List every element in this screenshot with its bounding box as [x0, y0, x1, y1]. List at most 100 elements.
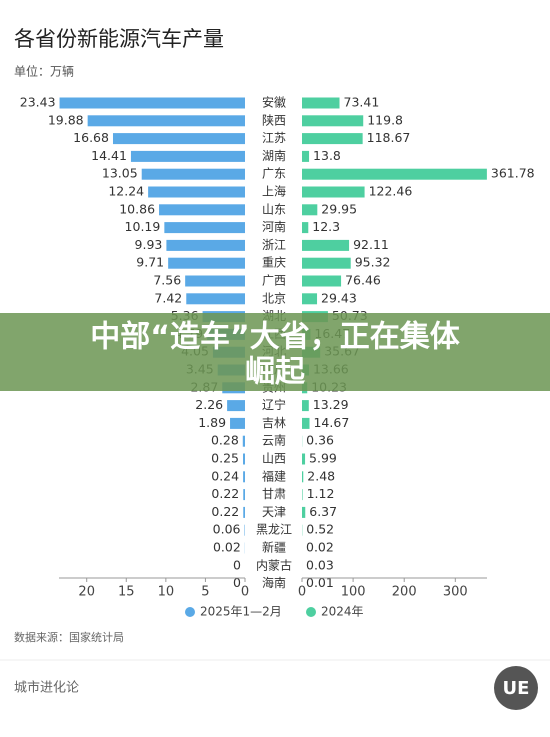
bar [227, 400, 245, 411]
value-label: 122.46 [369, 184, 413, 199]
value-label: 10.86 [119, 201, 155, 216]
bar [302, 222, 308, 233]
value-label: 0.36 [306, 433, 334, 448]
value-label: 2.26 [195, 397, 223, 412]
value-label: 1.89 [198, 415, 226, 430]
value-label: 0.01 [306, 575, 334, 590]
value-label: 13.8 [313, 148, 341, 163]
category-label: 吉林 [262, 416, 286, 430]
bar [302, 258, 351, 269]
bar [113, 133, 245, 144]
bar [302, 507, 305, 518]
value-label: 23.43 [20, 95, 56, 110]
x-tick-label: 300 [443, 585, 468, 600]
category-label: 山东 [262, 202, 286, 216]
bar [159, 204, 245, 215]
value-label: 0.52 [306, 522, 334, 537]
value-label: 9.93 [135, 237, 163, 252]
category-label: 甘肃 [262, 487, 286, 501]
bar [302, 98, 340, 109]
value-label: 1.12 [307, 486, 335, 501]
category-label: 上海 [262, 184, 286, 199]
x-tick-label: 5 [201, 585, 209, 600]
value-label: 7.42 [154, 290, 182, 305]
bar [302, 400, 309, 411]
x-tick-label: 0 [241, 585, 249, 600]
bar [302, 454, 305, 465]
value-label: 76.46 [345, 273, 381, 288]
legend-swatch [185, 607, 195, 617]
value-label: 12.3 [312, 219, 340, 234]
category-label: 新疆 [262, 540, 286, 555]
bar [302, 276, 341, 287]
category-label: 内蒙古 [256, 557, 292, 572]
chart-title: 各省份新能源汽车产量 [14, 27, 224, 51]
category-label: 浙江 [262, 238, 286, 252]
bar [166, 240, 245, 251]
x-tick-label: 0 [298, 585, 306, 600]
value-label: 5.99 [309, 451, 337, 466]
value-label: 0.25 [211, 451, 239, 466]
category-label: 江苏 [262, 131, 286, 145]
value-label: 0.28 [211, 433, 239, 448]
x-tick-label: 100 [341, 585, 366, 600]
value-label: 29.43 [321, 290, 357, 305]
category-label: 云南 [262, 433, 286, 448]
value-label: 19.88 [48, 112, 84, 127]
value-label: 14.41 [91, 148, 127, 163]
legend-swatch [306, 607, 316, 617]
category-label: 陕西 [262, 112, 286, 127]
banner-text: 中部“造车”大省，正在集体 [90, 320, 460, 355]
bar [302, 133, 363, 144]
category-label: 北京 [262, 291, 286, 305]
banner-text: 崛起 [245, 355, 306, 390]
bar [243, 436, 245, 447]
bar [302, 169, 487, 180]
legend-label: 2024年 [321, 605, 364, 619]
bar [168, 258, 245, 269]
value-label: 0.02 [213, 540, 241, 555]
category-label: 湖南 [262, 148, 286, 163]
x-tick-label: 20 [78, 585, 95, 600]
category-label: 安徽 [262, 95, 286, 110]
bar [302, 151, 309, 162]
category-label: 海南 [262, 575, 286, 590]
value-label: 2.48 [307, 468, 335, 483]
category-label: 黑龙江 [256, 523, 292, 537]
source: 数据来源：国家统计局 [14, 630, 124, 644]
category-label: 重庆 [262, 256, 286, 270]
footer: 城市进化论 [14, 680, 79, 696]
bar [243, 471, 245, 482]
bar [302, 489, 303, 500]
value-label: 12.24 [108, 184, 144, 199]
category-label: 福建 [262, 468, 286, 483]
bar [243, 507, 245, 518]
category-label: 辽宁 [262, 397, 286, 412]
value-label: 95.32 [355, 255, 391, 270]
value-label: 0.03 [306, 557, 334, 572]
value-label: 9.71 [136, 255, 164, 270]
bar [243, 489, 245, 500]
x-tick-label: 15 [118, 585, 135, 600]
value-label: 0.02 [306, 540, 334, 555]
value-label: 119.8 [367, 112, 403, 127]
bar [185, 276, 245, 287]
bar [131, 151, 245, 162]
category-label: 广东 [262, 167, 286, 181]
bar [302, 418, 309, 429]
value-label: 13.05 [102, 166, 138, 181]
value-label: 13.29 [313, 397, 349, 412]
bar [230, 418, 245, 429]
x-tick-label: 200 [392, 585, 417, 600]
category-label: 广西 [262, 274, 286, 288]
value-label: 14.67 [313, 415, 349, 430]
value-label: 7.56 [153, 273, 181, 288]
bar [302, 471, 303, 482]
value-label: 0.06 [213, 522, 241, 537]
logo-mark: UE [503, 678, 530, 699]
value-label: 0.24 [211, 468, 239, 483]
value-label: 92.11 [353, 237, 389, 252]
bar [302, 240, 349, 251]
value-label: 361.78 [491, 166, 535, 181]
